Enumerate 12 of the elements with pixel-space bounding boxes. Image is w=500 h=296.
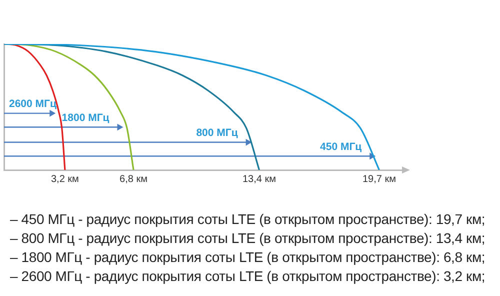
x-tick-label: 3,2 км <box>50 174 80 185</box>
series-label: 450 МГц <box>320 140 362 153</box>
text: – 800 МГц - радиус покрытия соты LTE (в открытом пространстве): 13,4 км; <box>10 229 486 248</box>
text: – 450 МГц - радиус покрытия соты LTE (в открытом пространстве): 19,7 км; <box>10 210 486 229</box>
series-label: 2600 МГц <box>9 98 57 110</box>
series-label: 1800 МГц <box>62 112 110 124</box>
text: – 2600 МГц - радиус покрытия соты LTE (в открытом пространстве): 3,2 км; <box>10 267 486 286</box>
series-label: 800 МГц <box>196 126 238 139</box>
x-tick-label: 13,4 км <box>242 174 276 185</box>
text: – 1800 МГц - радиус покрытия соты LTE (в открытом пространстве): 6,8 км; <box>10 248 486 267</box>
x-tick-label: 6,8 км <box>120 174 148 185</box>
x-tick-label: 19,7 км <box>362 174 396 185</box>
